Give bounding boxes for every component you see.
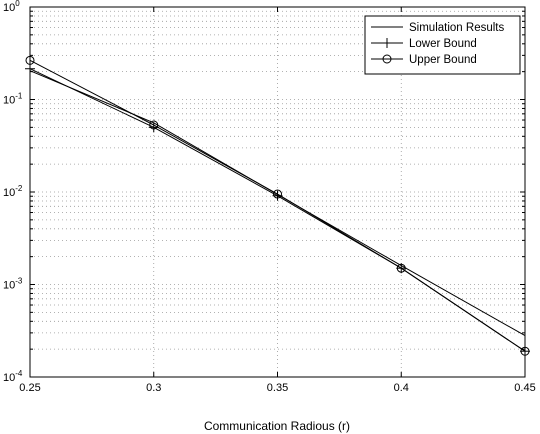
legend-marker-lower-bound xyxy=(382,38,392,48)
data-point-upper-bound xyxy=(396,263,406,273)
y-tick-label: 10-3 xyxy=(3,277,23,292)
y-tick-label: 10-1 xyxy=(3,92,23,107)
legend-box xyxy=(364,15,521,75)
data-point-upper-bound xyxy=(273,189,282,199)
y-tick-label: 100 xyxy=(3,0,20,14)
legend-marker-upper-bound xyxy=(382,54,392,64)
data-point-upper-bound xyxy=(149,120,159,130)
y-tick-label: 10-4 xyxy=(3,369,23,384)
y-tick-labels: 100 10-1 10-2 10-3 10-4 xyxy=(3,0,23,384)
x-axis-label: Communication Radious (r) xyxy=(204,419,350,433)
legend-label-simulation-results: Simulation Results xyxy=(409,22,504,34)
x-tick-label: 0.25 xyxy=(19,382,40,394)
legend-label-lower-bound: Lower Bound xyxy=(409,38,477,50)
x-tick-label: 0.3 xyxy=(146,382,161,394)
x-tick-label: 0.4 xyxy=(394,382,409,394)
y-tick-label: 10-2 xyxy=(3,184,23,199)
x-tick-labels: 0.25 0.3 0.35 0.4 0.45 xyxy=(19,382,535,394)
series-layer xyxy=(25,55,530,357)
legend: Simulation Results Lower Bound Upper Bound xyxy=(364,15,521,75)
legend-label-upper-bound: Upper Bound xyxy=(409,54,477,66)
grid-lines xyxy=(30,7,525,377)
series-line-upper-bound xyxy=(29,59,526,352)
x-tick-label: 0.45 xyxy=(514,382,535,394)
tick-marks xyxy=(29,7,526,378)
x-tick-label: 0.35 xyxy=(267,382,288,394)
